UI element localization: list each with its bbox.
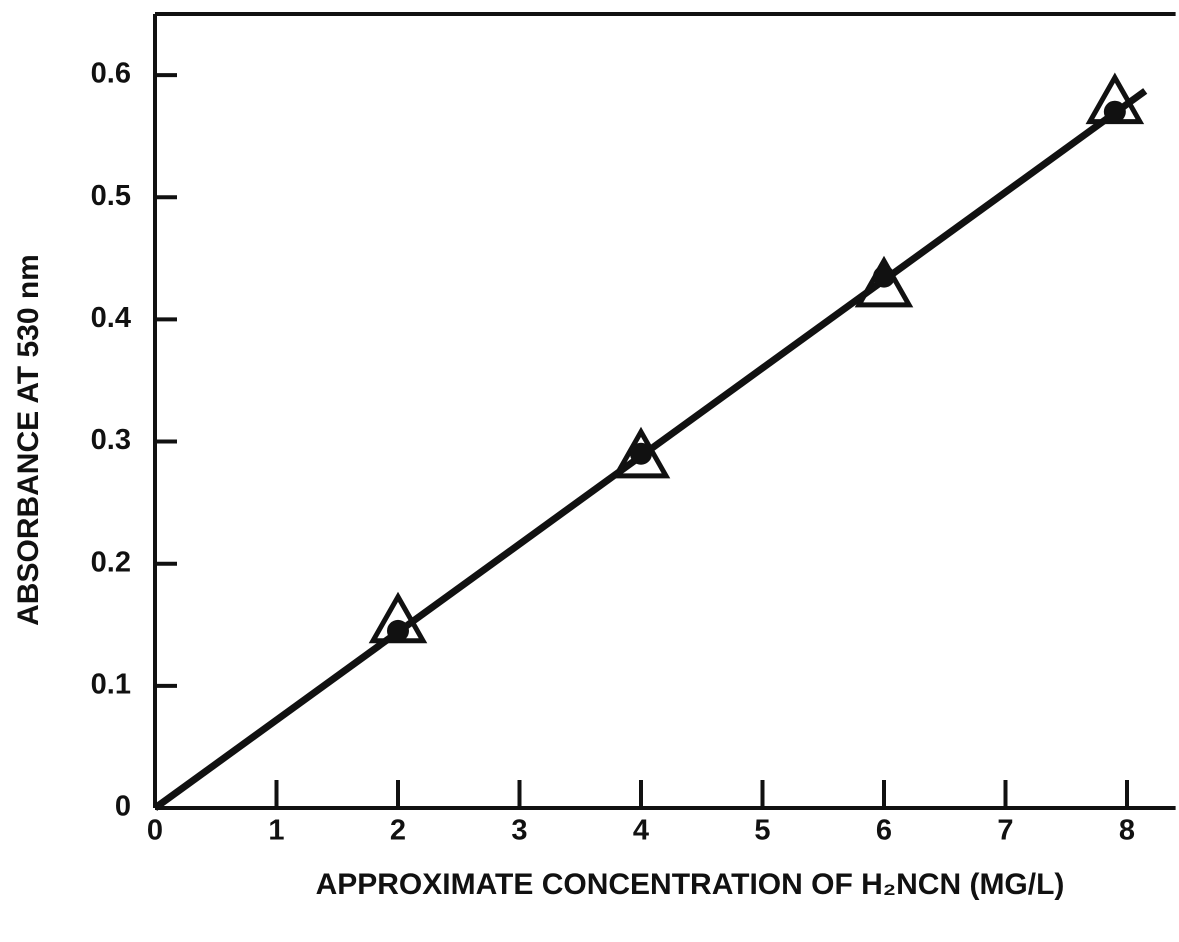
y-tick-label: 0.2 — [91, 546, 131, 578]
x-tick-label: 3 — [511, 815, 527, 847]
circle-marker — [630, 442, 652, 465]
triangle-marker — [611, 426, 671, 479]
y-tick-label: 0.3 — [91, 424, 131, 456]
y-tick-label: 0.6 — [91, 58, 131, 90]
triangle-marker — [854, 255, 914, 308]
y-tick-label: 0.5 — [91, 180, 131, 212]
y-tick-label: 0.4 — [91, 302, 131, 334]
x-tick-label: 4 — [633, 815, 649, 847]
x-tick-label: 7 — [997, 815, 1013, 847]
circle-marker — [1103, 100, 1126, 123]
circle-marker — [387, 619, 409, 642]
y-tick-label: 0.1 — [91, 669, 131, 701]
circle-marker — [873, 265, 895, 288]
x-axis-label: APPROXIMATE CONCENTRATION OF H₂NCN (MG/L… — [316, 868, 1065, 901]
x-tick-label: 8 — [1119, 815, 1135, 847]
x-tick-label: 5 — [754, 815, 770, 847]
y-axis-label: ABSORBANCE AT 530 nm — [12, 254, 45, 626]
x-tick-label: 0 — [147, 815, 163, 847]
x-tick-label: 1 — [268, 815, 284, 847]
y-tick-label: 0 — [115, 791, 131, 823]
x-tick-label: 6 — [876, 815, 892, 847]
x-tick-label: 2 — [390, 815, 406, 847]
